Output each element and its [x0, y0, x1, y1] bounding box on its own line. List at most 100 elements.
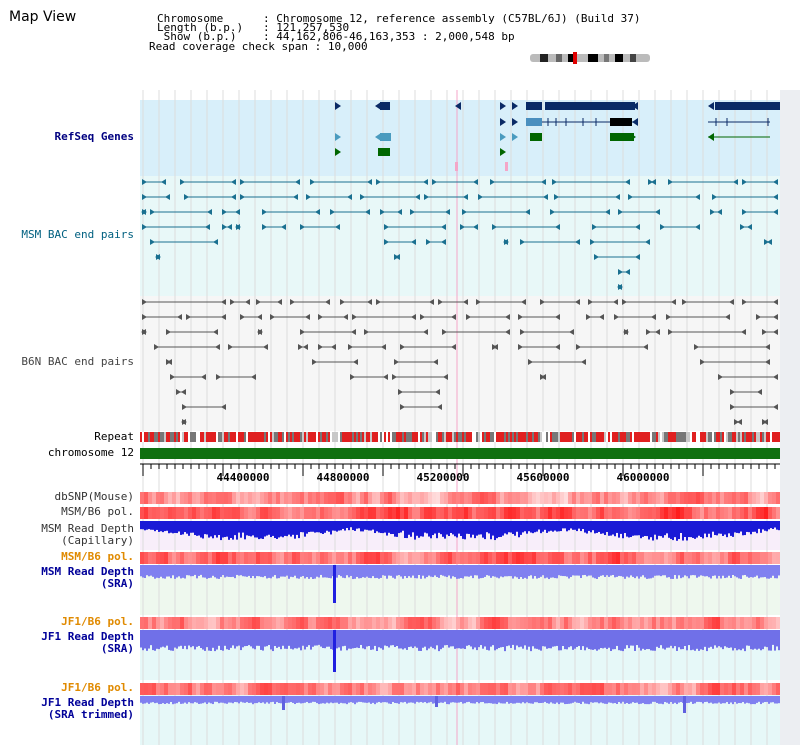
depth-bar: [414, 696, 416, 704]
depth-bar: [334, 696, 336, 703]
heat-cell: [612, 683, 616, 695]
depth-bar: [722, 565, 724, 576]
msm-bac-end-marker: [625, 269, 630, 275]
repeat-element: [474, 432, 476, 442]
depth-bar: [656, 696, 658, 703]
depth-bar: [418, 565, 420, 575]
depth-bar: [166, 630, 168, 646]
depth-bar: [582, 696, 584, 702]
heat-cell: [304, 492, 308, 504]
msm-bac-end-marker: [426, 239, 431, 245]
depth-bar: [306, 630, 308, 647]
heat-cell: [356, 492, 360, 504]
heat-cell: [468, 507, 472, 519]
heat-cell: [704, 617, 708, 629]
depth-bar: [326, 696, 328, 703]
heat-cell: [536, 683, 540, 695]
depth-bar: [216, 521, 218, 538]
repeat-element: [678, 432, 680, 442]
heat-cell: [276, 552, 280, 564]
heat-cell: [684, 683, 688, 695]
depth-bar: [744, 630, 746, 652]
depth-bar: [760, 630, 762, 651]
repeat-element: [626, 432, 628, 442]
depth-bar: [188, 565, 190, 576]
depth-bar: [242, 565, 244, 577]
track-label-refseq[interactable]: RefSeq Genes: [54, 130, 134, 143]
heat-cell: [456, 552, 460, 564]
track-label-msm-b6-pol: MSM/B6 pol.: [61, 505, 134, 518]
heat-cell: [188, 552, 192, 564]
heat-cell: [152, 552, 156, 564]
depth-bar: [288, 696, 290, 703]
depth-bar: [774, 696, 776, 704]
depth-bar: [314, 696, 316, 702]
repeat-element: [228, 432, 230, 442]
depth-bar: [158, 696, 160, 705]
depth-bar: [622, 696, 624, 702]
depth-bar: [382, 521, 384, 534]
repeat-element: [152, 432, 154, 442]
depth-bar: [286, 696, 288, 703]
heat-cell: [164, 492, 168, 504]
depth-bar: [624, 696, 626, 704]
depth-bar: [534, 521, 536, 533]
depth-bar: [560, 565, 562, 576]
depth-bar: [606, 565, 608, 576]
b6n-bac-end-marker: [166, 329, 171, 335]
heat-cell: [604, 683, 608, 695]
depth-bar: [672, 565, 674, 579]
depth-bar: [600, 696, 602, 703]
repeat-element: [764, 432, 766, 442]
track-label-b6n-bac[interactable]: B6N BAC end pairs: [21, 355, 134, 368]
depth-bar: [192, 696, 194, 704]
repeat-element: [560, 432, 562, 442]
repeat-element: [362, 432, 364, 442]
depth-bar: [714, 630, 716, 646]
depth-bar: [654, 521, 656, 535]
heat-cell: [380, 507, 384, 519]
depth-bar: [680, 521, 682, 534]
msm-bac-end-marker: [293, 194, 298, 200]
depth-bar: [354, 630, 356, 649]
heat-cell: [588, 492, 592, 504]
b6n-bac-end-marker: [228, 344, 233, 350]
repeat-element: [466, 432, 468, 442]
track-label-msm-bac[interactable]: MSM BAC end pairs: [21, 228, 134, 241]
depth-bar: [760, 696, 762, 705]
heat-cell: [312, 507, 316, 519]
heat-cell: [412, 507, 416, 519]
repeat-element: [778, 432, 780, 442]
b6n-bac-end-marker: [463, 299, 468, 305]
refseq-exon: [378, 148, 390, 156]
depth-bar: [210, 565, 212, 578]
repeat-element: [326, 432, 328, 442]
depth-bar: [656, 630, 658, 647]
heat-cell: [184, 492, 188, 504]
depth-bar: [682, 630, 684, 650]
heat-cell: [352, 507, 356, 519]
heat-cell: [680, 683, 684, 695]
depth-bar: [268, 521, 270, 535]
depth-bar: [292, 696, 294, 703]
repeat-element: [620, 432, 622, 442]
depth-bar: [662, 630, 664, 649]
heat-cell: [496, 617, 500, 629]
heat-cell: [564, 617, 568, 629]
depth-bar: [336, 521, 338, 532]
depth-bar: [510, 630, 512, 649]
depth-bar: [214, 696, 216, 702]
heat-cell: [576, 492, 580, 504]
depth-bar: [628, 565, 630, 578]
depth-bar: [422, 630, 424, 648]
heat-cell: [396, 552, 400, 564]
depth-bar: [200, 565, 202, 575]
depth-bar: [718, 565, 720, 576]
heat-cell: [600, 552, 604, 564]
depth-bar: [164, 696, 166, 705]
depth-bar: [248, 565, 250, 576]
repeat-element: [752, 432, 754, 442]
msm-bac-end-marker: [365, 209, 370, 215]
heat-cell: [668, 617, 672, 629]
